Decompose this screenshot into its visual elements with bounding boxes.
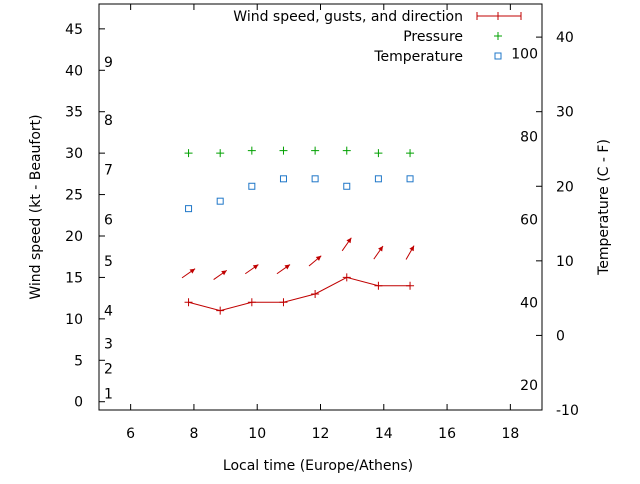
temperature-point	[406, 175, 414, 183]
wind-speed-point	[406, 281, 415, 290]
wind-direction-arrow	[373, 245, 384, 260]
x-tick-label: 12	[312, 426, 330, 442]
y-tick-label: 40	[65, 63, 83, 79]
temperature-point	[185, 205, 193, 213]
x-tick-label: 6	[126, 426, 135, 442]
y-tick-label: 0	[74, 395, 83, 411]
legend-sample-temperature	[494, 52, 502, 60]
wind-speed-point	[279, 298, 288, 307]
y-tick-label: 30	[65, 146, 83, 162]
wind-speed-point	[247, 298, 256, 307]
legend: Wind speed, gusts, and direction Pressure…	[233, 9, 522, 65]
wind-direction-arrow	[276, 264, 291, 275]
fahrenheit-tick-label: 80	[520, 130, 538, 146]
wind-arrow-head	[378, 246, 383, 252]
fahrenheit-tick-label: 20	[520, 378, 538, 394]
x-axis-label: Local time (Europe/Athens)	[223, 458, 413, 474]
temperature-point	[343, 182, 351, 190]
wind-arrow-head	[252, 264, 259, 270]
wind-arrow-head	[315, 255, 322, 261]
temperature-point	[216, 197, 224, 205]
wind-direction-arrow	[244, 264, 259, 275]
wind-speed-point	[184, 298, 193, 307]
pressure-point	[184, 149, 193, 158]
beaufort-tick-label: 7	[104, 163, 113, 179]
pressure-point	[216, 149, 225, 158]
wind-speed-point	[342, 273, 351, 282]
y2-tick-label: 20	[556, 179, 574, 195]
y-tick-label: 15	[65, 270, 83, 286]
x-tick-label: 8	[189, 426, 198, 442]
wind-arrow-head	[409, 245, 415, 252]
y2-tick-label: 0	[556, 328, 565, 344]
series	[181, 146, 415, 315]
y2-tick-label: 10	[556, 254, 574, 270]
beaufort-tick-label: 5	[104, 254, 113, 270]
y2-tick-label: 40	[556, 30, 574, 46]
pressure-point	[279, 146, 288, 155]
y-tick-label: 10	[65, 312, 83, 328]
fahrenheit-tick-label: 40	[520, 295, 538, 311]
beaufort-tick-label: 1	[104, 386, 113, 402]
wind-speed-point	[216, 306, 225, 315]
y2-tick-label: -10	[556, 403, 579, 419]
beaufort-tick-label: 4	[104, 304, 113, 320]
y-tick-label: 5	[74, 353, 83, 369]
y-tick-label: 45	[65, 22, 83, 38]
fahrenheit-tick-label: 60	[520, 212, 538, 228]
ticks: 6 8 10 12 14 16 18051015202530354045-100102030…	[65, 4, 579, 442]
wind-direction-arrow	[213, 269, 228, 280]
y-tick-label: 25	[65, 188, 83, 204]
pressure-point	[311, 146, 320, 155]
plot-frame	[98, 3, 543, 411]
y2-axis-label: Temperature (C - F)	[596, 139, 612, 276]
x-tick-label: 10	[248, 426, 266, 442]
wind-speed-line	[188, 276, 411, 312]
temperature-point	[279, 175, 287, 183]
beaufort-tick-label: 8	[104, 113, 113, 129]
pressure-point	[342, 146, 351, 155]
legend-label-pressure: Pressure	[403, 29, 463, 45]
wind-direction-arrow	[405, 245, 415, 260]
wind-direction-arrow	[308, 255, 322, 267]
legend-sample-pressure	[494, 32, 502, 40]
wind-direction-arrow	[341, 237, 352, 252]
beaufort-tick-label: 9	[104, 55, 113, 71]
y-tick-label: 20	[65, 229, 83, 245]
wind-speed-point	[374, 281, 383, 290]
wind-arrow-head	[346, 237, 352, 244]
pressure-point	[374, 149, 383, 158]
beaufort-tick-label: 2	[104, 362, 113, 378]
x-tick-label: 18	[501, 426, 519, 442]
wind-speed-point	[311, 290, 320, 298]
y2-tick-label: 30	[556, 105, 574, 121]
y-tick-label: 35	[65, 105, 83, 121]
wind-arrow-head	[284, 264, 291, 270]
temperature-point	[248, 182, 256, 190]
wind-direction-arrow	[181, 268, 196, 279]
temperature-point	[311, 175, 319, 183]
fahrenheit-tick-label: 100	[511, 47, 538, 63]
wind-arrow-head	[189, 268, 196, 274]
legend-label-wind: Wind speed, gusts, and direction	[233, 9, 463, 25]
wind-arrow-head	[221, 270, 227, 276]
beaufort-tick-label: 6	[104, 212, 113, 228]
pressure-point	[406, 149, 415, 158]
pressure-point	[247, 146, 256, 155]
y-axis-label: Wind speed (kt - Beaufort)	[28, 114, 44, 299]
legend-label-temperature: Temperature	[373, 49, 463, 65]
x-tick-label: 16	[438, 426, 456, 442]
x-tick-label: 14	[375, 426, 393, 442]
beaufort-tick-label: 3	[104, 337, 113, 353]
temperature-point	[374, 175, 382, 183]
